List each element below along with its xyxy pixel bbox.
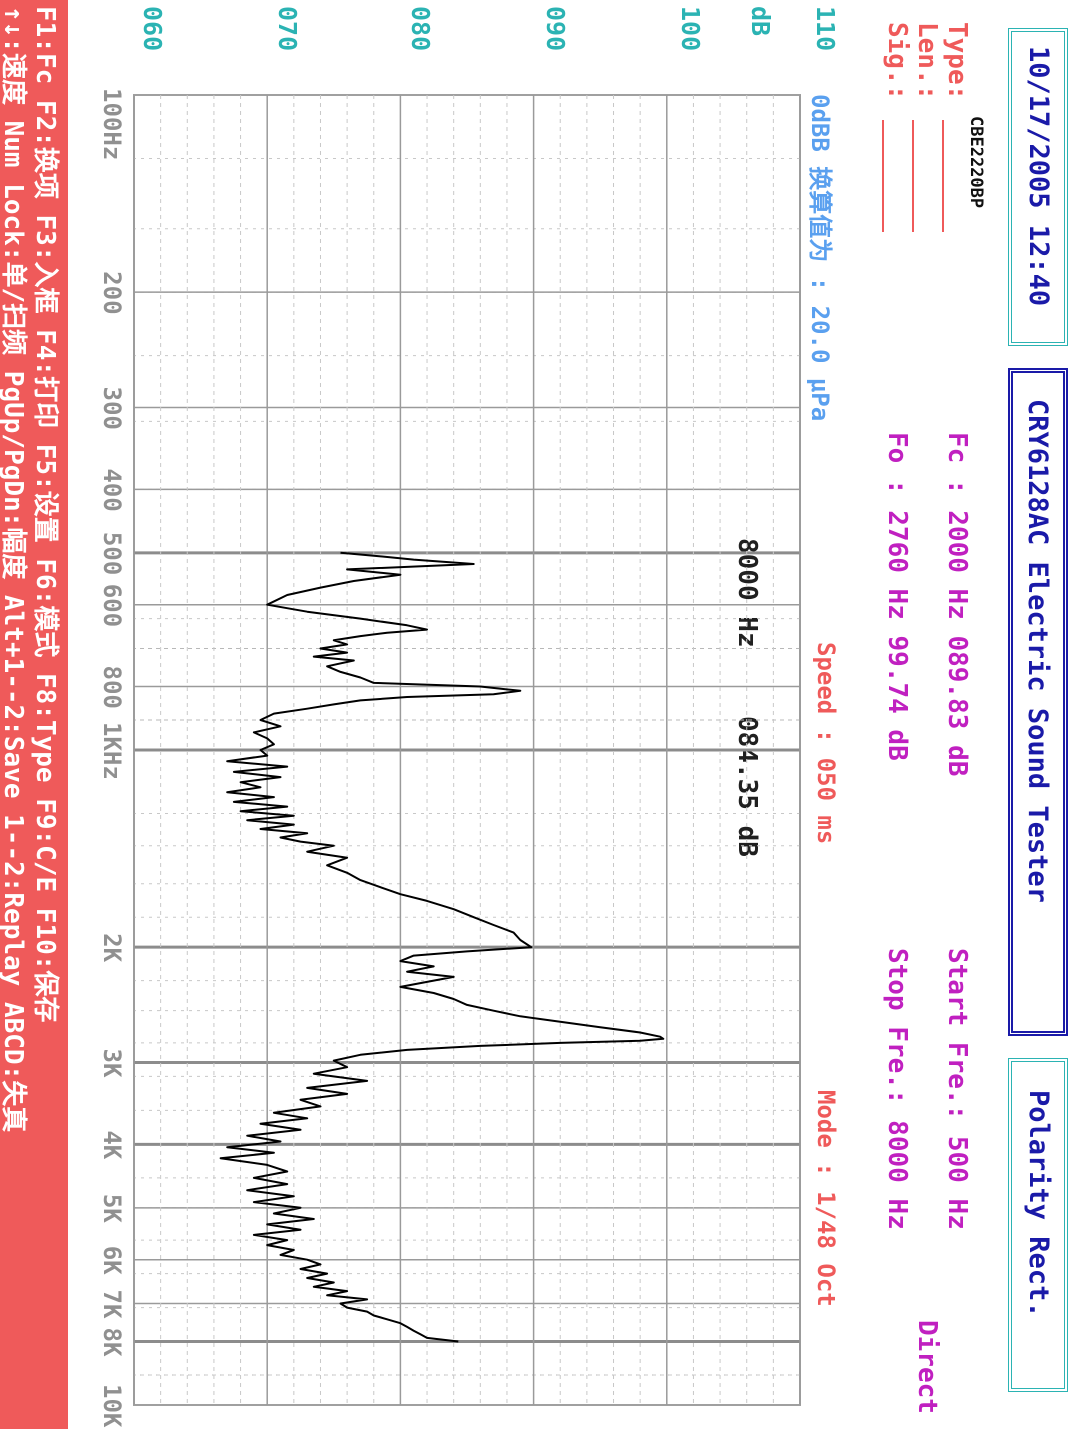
x-tick-label: 8K xyxy=(98,1327,126,1357)
function-key-line-1: F1:Fc F2:换项 F3:入框 F4:打印 F5:设置 F6:模式 F8:T… xyxy=(30,6,60,1023)
x-tick-label: 100Hz xyxy=(98,88,126,161)
x-tick-label: 300 xyxy=(98,386,126,430)
x-tick-label: 7K xyxy=(98,1289,126,1319)
x-tick-label: 600 xyxy=(98,583,126,628)
response-curve xyxy=(219,551,665,1343)
x-tick-label: 500 xyxy=(98,531,126,576)
function-key-line-2: ↑↓:速度 Num Lock:单/扫频 PgUp/PgDn:幅度 Alt+1--… xyxy=(0,6,28,1133)
x-tick-label: 200 xyxy=(98,271,126,315)
x-tick-label: 800 xyxy=(98,665,126,709)
x-tick-label: 3K xyxy=(98,1048,126,1078)
x-tick-label: 400 xyxy=(98,468,126,512)
function-key-bar: F1:Fc F2:换项 F3:入框 F4:打印 F5:设置 F6:模式 F8:T… xyxy=(0,0,68,1429)
x-tick-label: 10K xyxy=(98,1384,126,1428)
x-tick-label: 4K xyxy=(98,1130,126,1160)
x-tick-label: 1KHz xyxy=(98,722,126,780)
x-tick-label: 5K xyxy=(98,1193,126,1223)
x-tick-label: 6K xyxy=(98,1245,126,1275)
chart-grid xyxy=(133,94,801,1406)
x-tick-label: 2K xyxy=(98,933,126,963)
chart-curve xyxy=(219,551,665,1343)
